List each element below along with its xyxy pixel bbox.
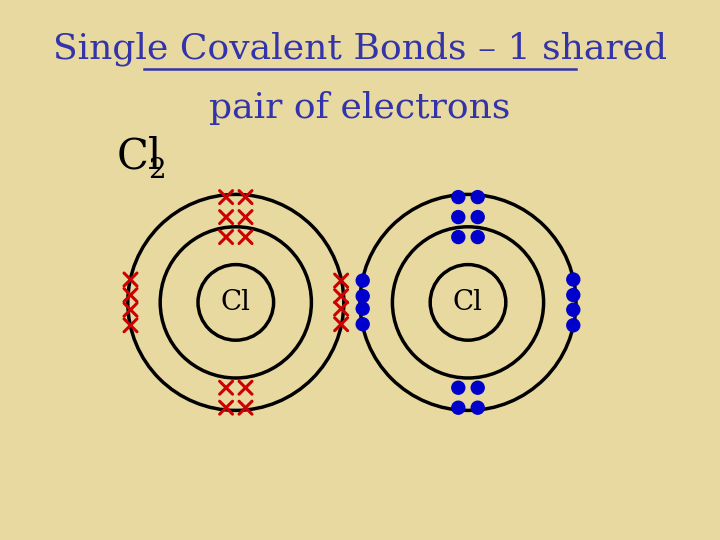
Circle shape [567,303,580,316]
Circle shape [356,274,369,287]
Circle shape [471,381,484,394]
Circle shape [452,191,465,204]
Text: Cl: Cl [221,289,251,316]
Circle shape [356,302,369,315]
Circle shape [452,401,465,414]
Circle shape [452,231,465,244]
Circle shape [452,381,465,394]
Circle shape [567,288,580,301]
Text: 2: 2 [148,157,166,184]
Text: pair of electrons: pair of electrons [210,91,510,125]
Circle shape [356,318,369,330]
Circle shape [471,231,484,244]
Circle shape [356,289,369,302]
Text: Cl: Cl [453,289,483,316]
Circle shape [567,273,580,286]
Circle shape [567,319,580,332]
Circle shape [471,401,484,414]
Circle shape [471,191,484,204]
Text: Cl: Cl [117,136,162,178]
Text: Single Covalent Bonds – 1 shared: Single Covalent Bonds – 1 shared [53,31,667,66]
Circle shape [452,211,465,224]
Circle shape [471,211,484,224]
